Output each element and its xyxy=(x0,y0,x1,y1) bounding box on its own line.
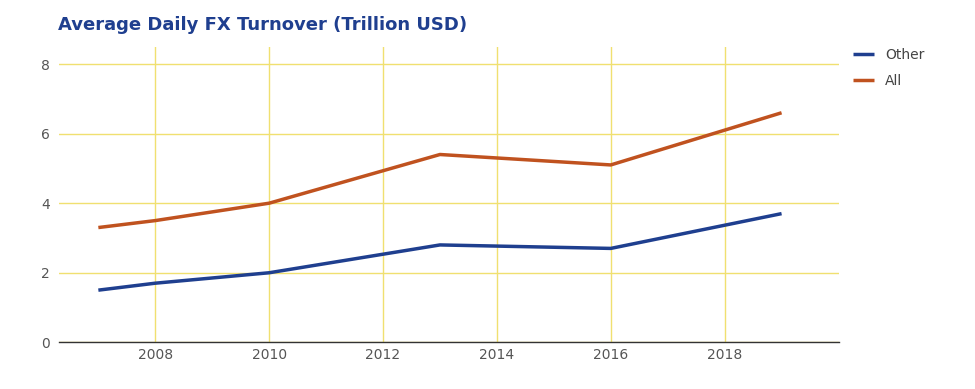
All xyxy=(93,225,104,230)
Line: All: All xyxy=(98,113,782,228)
Legend: Other, All: Other, All xyxy=(853,48,924,88)
All xyxy=(604,163,616,167)
Other xyxy=(434,243,446,247)
Other xyxy=(149,281,161,286)
Text: Average Daily FX Turnover (Trillion USD): Average Daily FX Turnover (Trillion USD) xyxy=(58,16,468,34)
Other xyxy=(93,288,104,293)
All xyxy=(776,110,788,115)
Other xyxy=(776,211,788,216)
All xyxy=(263,201,275,205)
All xyxy=(149,218,161,223)
Other xyxy=(604,246,616,251)
Other xyxy=(263,270,275,275)
Line: Other: Other xyxy=(98,214,782,290)
All xyxy=(434,152,446,157)
